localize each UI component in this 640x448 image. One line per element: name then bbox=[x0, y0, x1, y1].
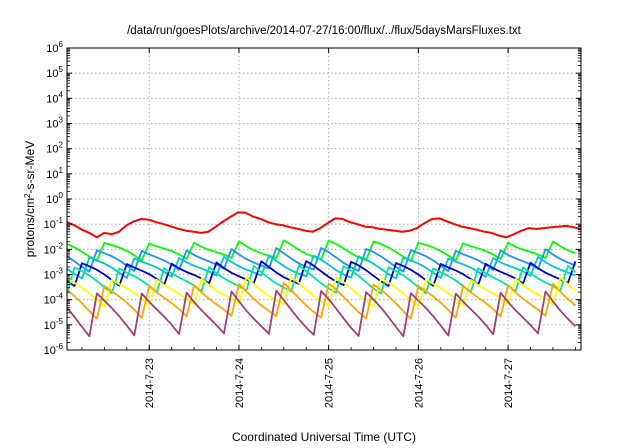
series-line-8 bbox=[67, 282, 576, 320]
y-tick-label-exp: -1 bbox=[56, 216, 64, 225]
series-layer bbox=[67, 211, 581, 338]
y-tick-label: 103 bbox=[46, 116, 63, 131]
x-tick-label: 2014-7-26 bbox=[413, 358, 425, 408]
series-line-6 bbox=[67, 264, 576, 295]
y-tick-label: 106 bbox=[46, 40, 63, 55]
chart-title: /data/run/goesPlots/archive/2014-07-27/1… bbox=[127, 25, 522, 37]
series-line-4 bbox=[67, 254, 576, 280]
y-axis-label-base: protons/cm bbox=[23, 198, 37, 257]
y-tick-label-exp: 2 bbox=[59, 141, 64, 150]
y-tick-label: 10-5 bbox=[44, 317, 64, 332]
y-tick-label-exp: 0 bbox=[59, 191, 64, 200]
x-tick-label: 2014-7-24 bbox=[234, 358, 246, 408]
y-tick-label-exp: -6 bbox=[56, 342, 64, 351]
y-tick-label: 102 bbox=[46, 141, 63, 156]
x-axis-label: Coordinated Universal Time (UTC) bbox=[232, 430, 416, 444]
y-tick-label-base: 10 bbox=[46, 194, 58, 206]
y-tick-label: 10-6 bbox=[44, 342, 64, 357]
y-tick-label-base: 10 bbox=[44, 270, 56, 282]
y-tick-label-exp: -3 bbox=[56, 267, 64, 276]
y-tick-label-base: 10 bbox=[46, 43, 58, 55]
y-tick-label: 105 bbox=[46, 65, 63, 80]
y-tick-label-base: 10 bbox=[46, 68, 58, 80]
y-tick-label-exp: -5 bbox=[56, 317, 64, 326]
series-line-1 bbox=[67, 211, 581, 239]
y-tick-label: 104 bbox=[46, 90, 63, 105]
y-tick-label-base: 10 bbox=[46, 119, 58, 131]
axes: 10-610-510-410-310-210-11001011021031041… bbox=[44, 40, 581, 408]
y-tick-label-base: 10 bbox=[44, 345, 56, 357]
y-tick-label-exp: -2 bbox=[56, 241, 64, 250]
y-axis-label-rest: -s-sr-MeV bbox=[23, 141, 37, 194]
y-tick-label-exp: -4 bbox=[56, 292, 64, 301]
y-tick-label-exp: 5 bbox=[59, 65, 64, 74]
y-tick-label-base: 10 bbox=[44, 244, 56, 256]
y-tick-label-exp: 1 bbox=[59, 166, 64, 175]
y-tick-label-exp: 6 bbox=[59, 40, 64, 49]
y-tick-label-base: 10 bbox=[44, 219, 56, 231]
y-tick-label-exp: 4 bbox=[59, 90, 64, 99]
y-tick-label: 100 bbox=[46, 191, 63, 206]
x-tick-label: 2014-7-25 bbox=[324, 358, 336, 408]
y-tick-label: 10-2 bbox=[44, 241, 64, 256]
y-tick-label-base: 10 bbox=[46, 144, 58, 156]
y-tick-label-base: 10 bbox=[44, 320, 56, 332]
series-line-7 bbox=[67, 275, 576, 308]
series-line-5 bbox=[67, 260, 577, 287]
x-tick-label: 2014-7-23 bbox=[144, 358, 156, 408]
series-line-9 bbox=[67, 289, 577, 338]
y-axis-label-sup: 2 bbox=[23, 193, 32, 198]
y-tick-label-exp: 3 bbox=[59, 116, 64, 125]
x-tick-label: 2014-7-27 bbox=[503, 358, 515, 408]
y-tick-label-base: 10 bbox=[46, 169, 58, 181]
y-tick-label: 101 bbox=[46, 166, 63, 181]
y-tick-label-base: 10 bbox=[46, 93, 58, 105]
y-tick-label: 10-3 bbox=[44, 267, 64, 282]
y-tick-label-base: 10 bbox=[44, 295, 56, 307]
y-tick-label: 10-4 bbox=[44, 292, 64, 307]
series-line-3 bbox=[67, 246, 576, 273]
y-tick-label: 10-1 bbox=[44, 216, 64, 231]
y-axis-label: protons/cm2-s-sr-MeV bbox=[23, 141, 38, 257]
